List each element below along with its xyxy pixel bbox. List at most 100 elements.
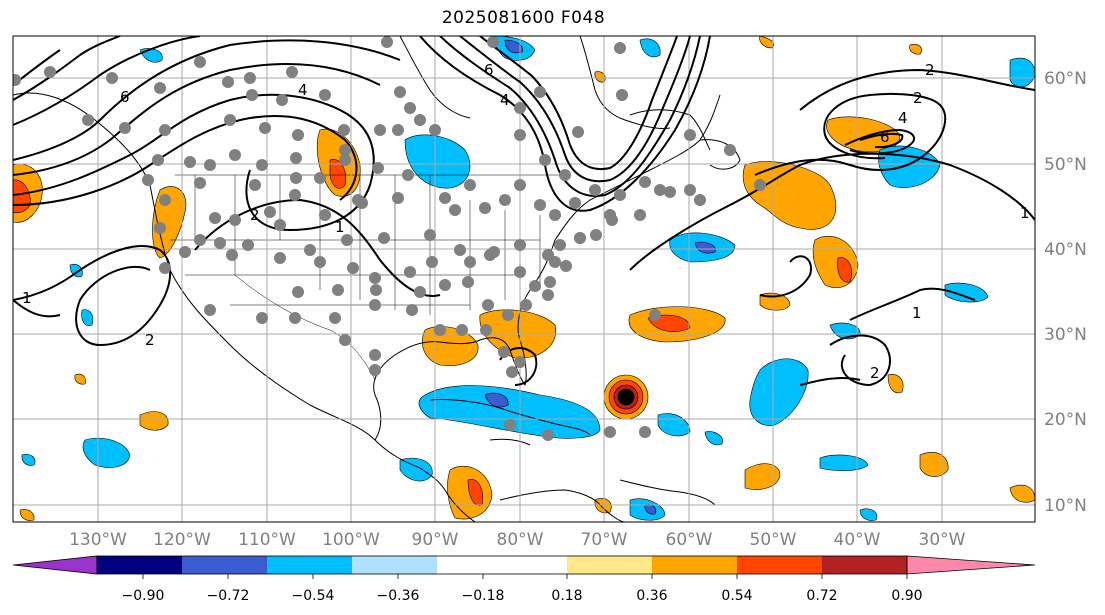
colorbar-frame (96, 555, 908, 575)
station-marker (529, 280, 541, 292)
contour-label: 1 (335, 218, 345, 236)
station-marker (369, 364, 381, 376)
station-marker (514, 102, 526, 114)
negative-anomaly-area (484, 392, 509, 408)
station-marker (194, 56, 206, 68)
negative-anomaly-area (639, 38, 661, 58)
station-marker (482, 299, 494, 311)
negative-anomaly-area (819, 454, 869, 471)
contour-label: 2 (925, 61, 935, 79)
station-marker (142, 174, 154, 186)
station-marker (499, 194, 511, 206)
station-marker (106, 72, 118, 84)
station-marker (604, 426, 616, 438)
contour-label: 2 (913, 89, 923, 107)
colorbar-tick-label: −0.54 (292, 588, 335, 604)
station-marker (464, 179, 476, 191)
contour-label: 2 (250, 206, 260, 224)
station-marker (224, 114, 236, 126)
station-marker (329, 312, 341, 324)
station-marker (289, 189, 301, 201)
lat-label: 20°N (1044, 410, 1087, 430)
station-marker (534, 86, 546, 98)
lon-label: 30°W (919, 530, 966, 550)
negative-anomaly-area (504, 39, 523, 54)
station-marker (569, 197, 581, 209)
lat-label: 30°N (1044, 325, 1087, 345)
colorbar-tick-label: −0.36 (377, 588, 420, 604)
hurricane-eye (617, 388, 635, 406)
contour-label: 1 (1020, 204, 1030, 222)
station-marker (434, 324, 446, 336)
station-marker (319, 209, 331, 221)
station-marker (488, 246, 500, 258)
station-marker (560, 260, 572, 272)
lat-label: 40°N (1044, 240, 1087, 260)
station-marker (506, 366, 518, 378)
positive-anomaly-area (74, 373, 87, 385)
contour-label: 4 (500, 91, 510, 109)
negative-anomaly-area (859, 508, 878, 521)
contour-label: 2 (870, 364, 880, 382)
station-marker (572, 126, 584, 138)
station-marker (289, 312, 301, 324)
station-marker (514, 266, 526, 278)
positive-anomaly-area (759, 36, 775, 49)
station-marker (392, 192, 404, 204)
colorbar-tick-label: 0.18 (551, 588, 582, 604)
positive-anomaly-area (744, 463, 781, 490)
station-marker (256, 159, 268, 171)
negative-anomaly-area (944, 282, 989, 303)
positive-anomaly-area (887, 374, 904, 394)
station-marker (439, 192, 451, 204)
station-marker (554, 239, 566, 251)
station-marker (406, 304, 418, 316)
station-marker (152, 154, 164, 166)
station-marker (589, 184, 601, 196)
station-marker (341, 234, 353, 246)
contour-label: 4 (898, 109, 908, 127)
station-marker (504, 419, 516, 431)
station-marker (684, 129, 696, 141)
station-marker (684, 184, 696, 196)
colorbar-tick-label: −0.18 (462, 588, 505, 604)
station-marker (394, 86, 406, 98)
station-marker (590, 229, 602, 241)
station-marker (259, 122, 271, 134)
lon-label: 50°W (750, 530, 797, 550)
lon-label: 130°W (69, 530, 127, 550)
station-marker (246, 89, 258, 101)
station-marker (338, 124, 350, 136)
station-marker (209, 212, 221, 224)
colorbar-segment (437, 556, 567, 574)
station-marker (549, 256, 561, 268)
station-marker (347, 262, 359, 274)
station-marker (249, 179, 261, 191)
colorbar-segment (737, 556, 822, 574)
contour-label: 4 (298, 81, 308, 99)
station-marker (544, 276, 556, 288)
station-marker (514, 356, 526, 368)
negative-anomaly-area (82, 437, 131, 468)
negative-anomaly-area (21, 453, 36, 466)
lon-label: 80°W (497, 530, 544, 550)
station-marker (229, 214, 241, 226)
station-marker (574, 232, 586, 244)
station-marker (464, 256, 476, 268)
station-marker (429, 124, 441, 136)
contour-label: 1 (912, 304, 922, 322)
positive-anomaly-area (909, 43, 922, 55)
station-marker (314, 256, 326, 268)
contour-labels: 6 4 2 1 6 4 2 1 2 1 4 6 2 1 2 (22, 61, 1030, 382)
station-marker (242, 239, 254, 251)
station-marker (339, 334, 351, 346)
negative-anomaly-area (81, 309, 94, 327)
station-marker (44, 66, 56, 78)
station-marker (119, 122, 131, 134)
positive-anomaly-area (19, 509, 35, 521)
station-marker (514, 179, 526, 191)
positive-anomaly-area (919, 451, 949, 477)
colorbar-tick-label: 0.54 (721, 588, 752, 604)
positive-anomaly-area (421, 326, 479, 366)
